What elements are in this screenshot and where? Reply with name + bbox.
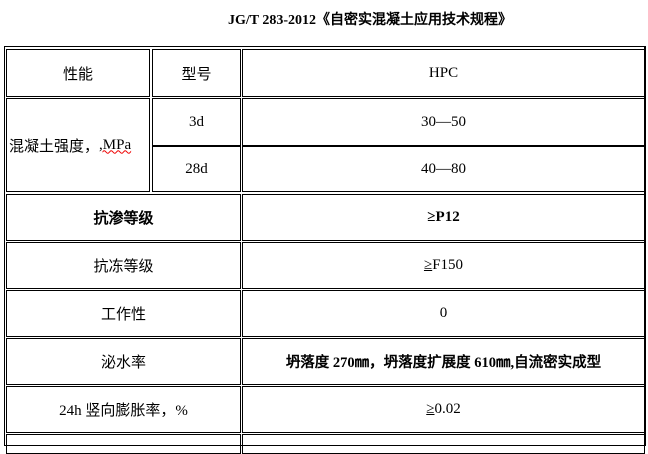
ge-sign: ≥ <box>426 401 435 417</box>
frost-label: 抗冻等级 <box>6 242 241 289</box>
impermeability-label: 抗渗等级 <box>6 194 241 241</box>
header-hpc: HPC <box>242 49 645 97</box>
strength-value-28d: 40—80 <box>242 146 645 192</box>
strength-unit: ,MPa <box>99 136 132 153</box>
ge-sign: ≥ <box>423 257 433 273</box>
workability-value: 0 <box>242 290 645 337</box>
strength-age-3d: 3d <box>152 98 241 146</box>
strength-label: 混凝土强度， <box>9 138 100 155</box>
strength-age-28d: 28d <box>152 146 241 192</box>
ge-sign: ≥ <box>427 209 436 225</box>
strength-label-cell: 混凝土强度， ,MPa <box>6 98 150 192</box>
impermeability-value: ≥ P12 <box>242 194 645 241</box>
value-text: F150 <box>432 257 464 273</box>
header-type: 型号 <box>152 49 241 97</box>
header-property: 性能 <box>6 49 150 97</box>
frost-value: ≥ F150 <box>242 242 645 289</box>
value-text: P12 <box>435 209 460 225</box>
value-text: 0.02 <box>434 401 461 417</box>
next-row-value <box>242 434 645 454</box>
bleeding-label: 泌水率 <box>6 338 241 385</box>
bleeding-value: 坍落度 270㎜，坍落度扩展度 610㎜,自流密实成型 <box>242 338 645 385</box>
expansion-value: ≥0.02 <box>242 386 645 433</box>
expansion-label: 24h 竖向膨胀率，% <box>6 386 241 433</box>
workability-label: 工作性 <box>6 290 241 337</box>
strength-value-3d: 30—50 <box>242 98 645 146</box>
next-row-label <box>6 434 241 454</box>
document-title: JG/T 283-2012《自密实混凝土应用技术规程》 <box>227 13 513 28</box>
